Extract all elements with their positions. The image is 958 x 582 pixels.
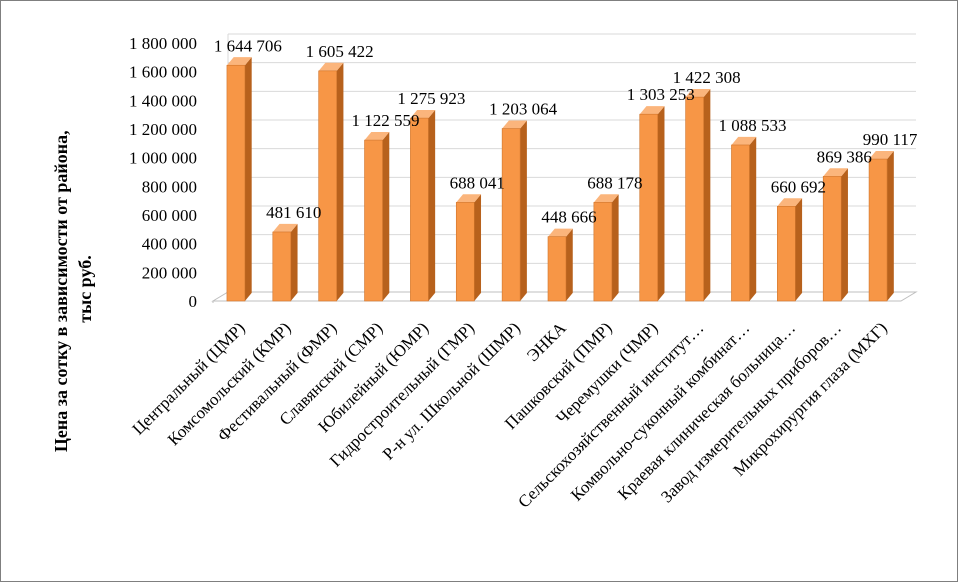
- bar-side: [566, 228, 573, 301]
- bar-front: [364, 139, 383, 302]
- y-tick-label: 1 400 000: [129, 91, 197, 110]
- bar: [639, 106, 665, 302]
- bar-side: [428, 110, 436, 301]
- bar: [226, 57, 252, 302]
- bar-front: [593, 202, 613, 302]
- bar-top: [364, 131, 390, 141]
- bar-top: [548, 228, 573, 237]
- y-tick-label: 200 000: [142, 263, 197, 282]
- bar-side: [795, 198, 803, 301]
- bar-side: [841, 168, 848, 301]
- y-axis-title: Цена за сотку в зависимости от района, т…: [51, 126, 95, 452]
- bar-top: [410, 110, 436, 119]
- y-tick-label: 1 200 000: [129, 120, 197, 139]
- bar-front: [547, 236, 567, 302]
- y-axis-title-line-1: Цена за сотку в зависимости от района,: [51, 130, 71, 452]
- data-label: 1 644 706: [214, 36, 282, 55]
- bar-front: [822, 176, 842, 302]
- bar-front: [410, 117, 429, 302]
- y-tick-label: 400 000: [142, 235, 197, 254]
- bar-front: [455, 202, 475, 302]
- y-tick-label: 600 000: [142, 206, 197, 225]
- bar-top: [593, 194, 619, 203]
- bar-side: [336, 62, 344, 301]
- bar-front: [685, 96, 704, 302]
- bar: [731, 136, 757, 302]
- bar: [364, 131, 390, 302]
- data-label: 1 088 533: [718, 116, 786, 135]
- y-tick-label: 0: [189, 292, 198, 311]
- bar-front: [318, 70, 337, 302]
- data-labels: 1 644 706 481 610 1 605 422 1 122 559 1 275 …: [214, 36, 918, 226]
- bar-side: [703, 89, 711, 301]
- bar-side: [520, 120, 527, 302]
- bar-top: [226, 57, 252, 66]
- bar-front: [777, 206, 796, 302]
- data-label: 1 303 253: [627, 85, 695, 104]
- data-label: 1 422 308: [673, 68, 741, 87]
- data-label: 1 275 923: [397, 89, 465, 108]
- bar-front: [226, 64, 246, 302]
- bar-side: [749, 136, 757, 301]
- bar: [272, 223, 298, 302]
- bar-side: [382, 131, 390, 301]
- data-label: 481 610: [266, 203, 321, 222]
- bar: [822, 168, 848, 302]
- data-label: 448 666: [541, 208, 596, 227]
- bar-side: [474, 194, 482, 301]
- bar: [501, 120, 527, 302]
- data-label: 688 041: [450, 173, 505, 192]
- data-label: 688 178: [587, 173, 642, 192]
- bars: [226, 57, 894, 302]
- bar-side: [290, 223, 298, 301]
- bar: [455, 194, 482, 302]
- bar-top: [823, 168, 848, 177]
- category-labels: Центральный (ЦМР)Комсомольский (КМР)Фест…: [129, 318, 891, 512]
- bar: [547, 228, 573, 302]
- bar-front: [731, 144, 750, 302]
- bar-front: [272, 231, 292, 302]
- bar-top: [869, 150, 894, 160]
- bar: [868, 150, 894, 302]
- y-tick-label: 800 000: [142, 177, 197, 196]
- data-label: 1 122 559: [352, 111, 420, 130]
- bar-side: [887, 150, 894, 301]
- bar-side: [244, 57, 252, 301]
- y-tick-label: 1 600 000: [129, 63, 197, 82]
- data-label: 1 203 064: [489, 100, 558, 119]
- bar-top: [272, 223, 298, 232]
- bar: [593, 194, 619, 302]
- data-label: 1 605 422: [306, 42, 374, 61]
- y-axis-ticks: 0 200 000 400 000 600 000 800 000 1 000 000 1 …: [129, 34, 197, 311]
- y-axis-title-line-2: тыс руб.: [75, 255, 95, 322]
- bar-top: [777, 198, 803, 207]
- bar-side: [611, 194, 619, 301]
- y-tick-label: 1 800 000: [129, 34, 197, 53]
- bar-side: [657, 106, 665, 301]
- bar: [777, 198, 803, 302]
- bar-front: [639, 113, 659, 302]
- bar-top: [731, 136, 757, 145]
- bar-top: [685, 89, 711, 98]
- bar-front: [868, 158, 888, 302]
- bar: [318, 62, 344, 302]
- bar: [685, 89, 711, 302]
- bar-front: [501, 128, 521, 302]
- bar-top: [639, 106, 665, 115]
- bar-top: [318, 62, 344, 71]
- bar: [410, 110, 436, 302]
- data-label: 869 386: [817, 147, 872, 166]
- bar-top: [502, 120, 527, 129]
- y-tick-label: 1 000 000: [129, 149, 197, 168]
- bar-top: [456, 194, 482, 203]
- data-label: 990 117: [863, 130, 918, 149]
- data-label: 660 692: [771, 177, 826, 196]
